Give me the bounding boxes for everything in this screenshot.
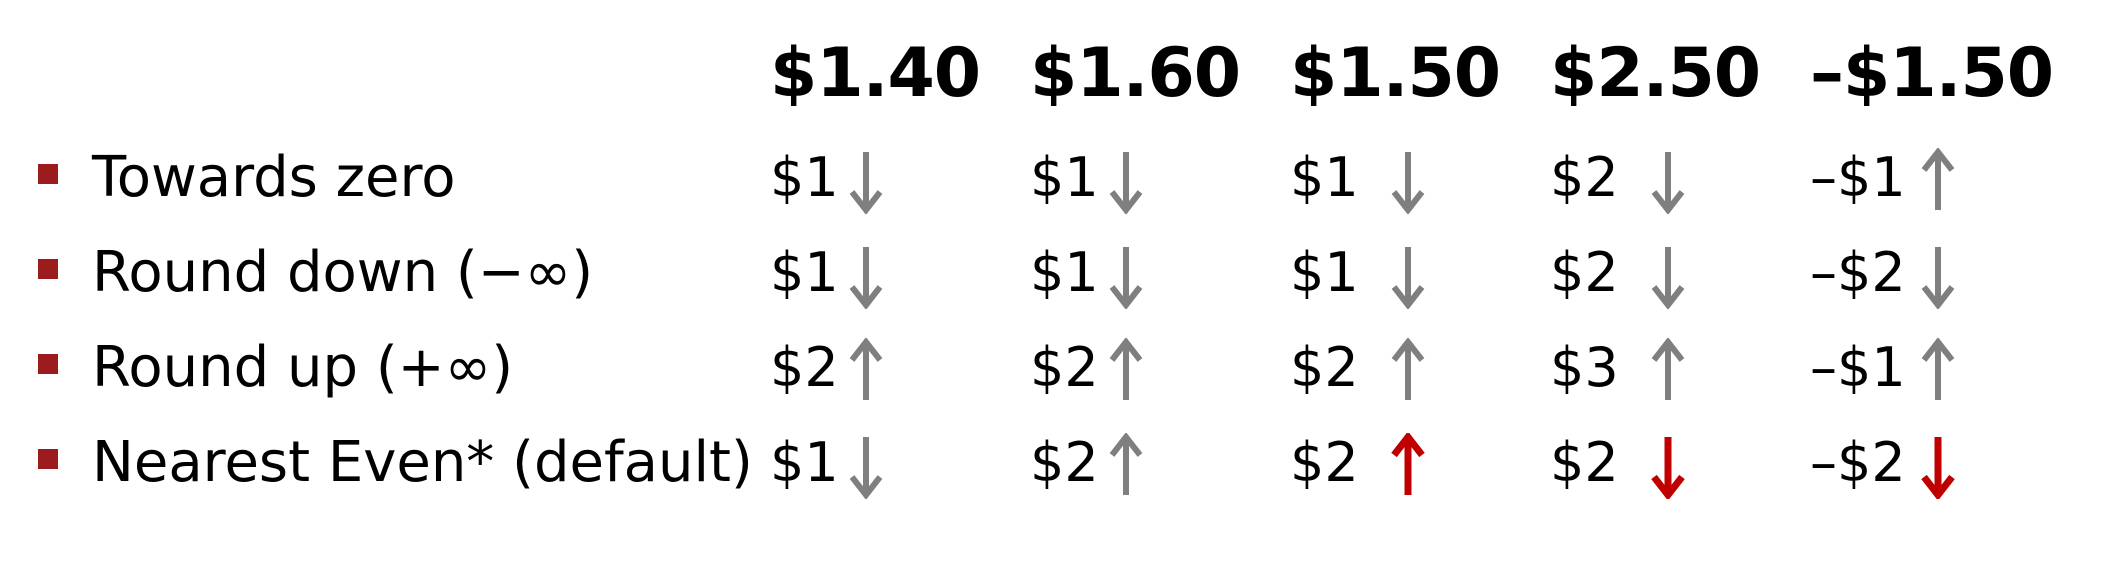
arrow-down-icon [1651, 247, 1685, 309]
arrow-up-icon [1391, 433, 1425, 495]
table-row: Round down (−∞) $1 $1 $1 $2 –$2 [0, 233, 2108, 313]
arrow-up-icon [1109, 338, 1143, 400]
rounded-value: $2 [1290, 431, 1359, 494]
arrow-down-icon [1109, 247, 1143, 309]
row-label: Round up (+∞) [92, 335, 514, 400]
arrow-down-icon [1651, 437, 1685, 499]
bullet-icon [38, 449, 58, 469]
arrow-up-icon [1651, 338, 1685, 400]
arrow-up-icon [849, 338, 883, 400]
table-cell: $2 [1550, 233, 1790, 313]
rounded-value: $1 [1290, 241, 1359, 304]
table-cell: $2 [1290, 328, 1530, 408]
rounded-value: $2 [1550, 146, 1619, 209]
arrow-down-icon [1651, 152, 1685, 214]
row-label: Nearest Even* (default) [92, 430, 753, 495]
row-label: Round down (−∞) [92, 240, 594, 305]
table-cell: $1 [770, 233, 1010, 313]
table-cell: $1 [770, 423, 1010, 503]
arrow-down-icon [1921, 247, 1955, 309]
arrow-up-icon [1921, 148, 1955, 210]
rounded-value: $1 [1030, 241, 1099, 304]
arrow-down-icon [1391, 247, 1425, 309]
rounded-value: $2 [1550, 431, 1619, 494]
arrow-down-icon [849, 247, 883, 309]
rounded-value: $2 [1290, 336, 1359, 399]
column-header: $1.50 [1290, 34, 1501, 113]
arrow-up-icon [1391, 338, 1425, 400]
rounded-value: $1 [770, 431, 839, 494]
arrow-down-icon [1109, 152, 1143, 214]
table-cell: $2 [1030, 423, 1270, 503]
table-cell: $3 [1550, 328, 1790, 408]
table-cell: $2 [770, 328, 1010, 408]
column-header: $2.50 [1550, 34, 1761, 113]
rounded-value: –$1 [1810, 336, 1906, 399]
bullet-icon [38, 354, 58, 374]
rounded-value: $1 [1030, 146, 1099, 209]
arrow-up-icon [1109, 433, 1143, 495]
arrow-down-icon [1391, 152, 1425, 214]
rounded-value: $3 [1550, 336, 1619, 399]
table-row: Nearest Even* (default) $1 $2 $2 $2 –$2 [0, 423, 2108, 503]
table-row: Round up (+∞) $2 $2 $2 $3 –$1 [0, 328, 2108, 408]
table-cell: $1 [1290, 138, 1530, 218]
bullet-icon [38, 164, 58, 184]
rounded-value: $2 [1030, 336, 1099, 399]
rounded-value: $2 [1550, 241, 1619, 304]
table-cell: –$1 [1810, 138, 2050, 218]
rounded-value: –$2 [1810, 431, 1906, 494]
arrow-down-icon [849, 437, 883, 499]
rounded-value: $1 [770, 241, 839, 304]
rounded-value: $2 [1030, 431, 1099, 494]
arrow-down-icon [849, 152, 883, 214]
table-cell: –$1 [1810, 328, 2050, 408]
arrow-up-icon [1921, 338, 1955, 400]
table-cell: $2 [1290, 423, 1530, 503]
arrow-down-icon [1921, 437, 1955, 499]
column-header: –$1.50 [1810, 34, 2054, 113]
rounded-value: $1 [1290, 146, 1359, 209]
table-cell: $2 [1030, 328, 1270, 408]
table-cell: $1 [1030, 138, 1270, 218]
rounded-value: –$1 [1810, 146, 1906, 209]
table-cell: –$2 [1810, 233, 2050, 313]
table-cell: $2 [1550, 423, 1790, 503]
column-header: $1.40 [770, 34, 981, 113]
table-cell: –$2 [1810, 423, 2050, 503]
table-cell: $1 [1030, 233, 1270, 313]
column-header: $1.60 [1030, 34, 1241, 113]
table-row: Towards zero $1 $1 $1 $2 –$1 [0, 138, 2108, 218]
table-cell: $2 [1550, 138, 1790, 218]
table-cell: $1 [1290, 233, 1530, 313]
rounded-value: –$2 [1810, 241, 1906, 304]
bullet-icon [38, 259, 58, 279]
rounded-value: $2 [770, 336, 839, 399]
rounded-value: $1 [770, 146, 839, 209]
table-cell: $1 [770, 138, 1010, 218]
row-label: Towards zero [92, 145, 456, 210]
